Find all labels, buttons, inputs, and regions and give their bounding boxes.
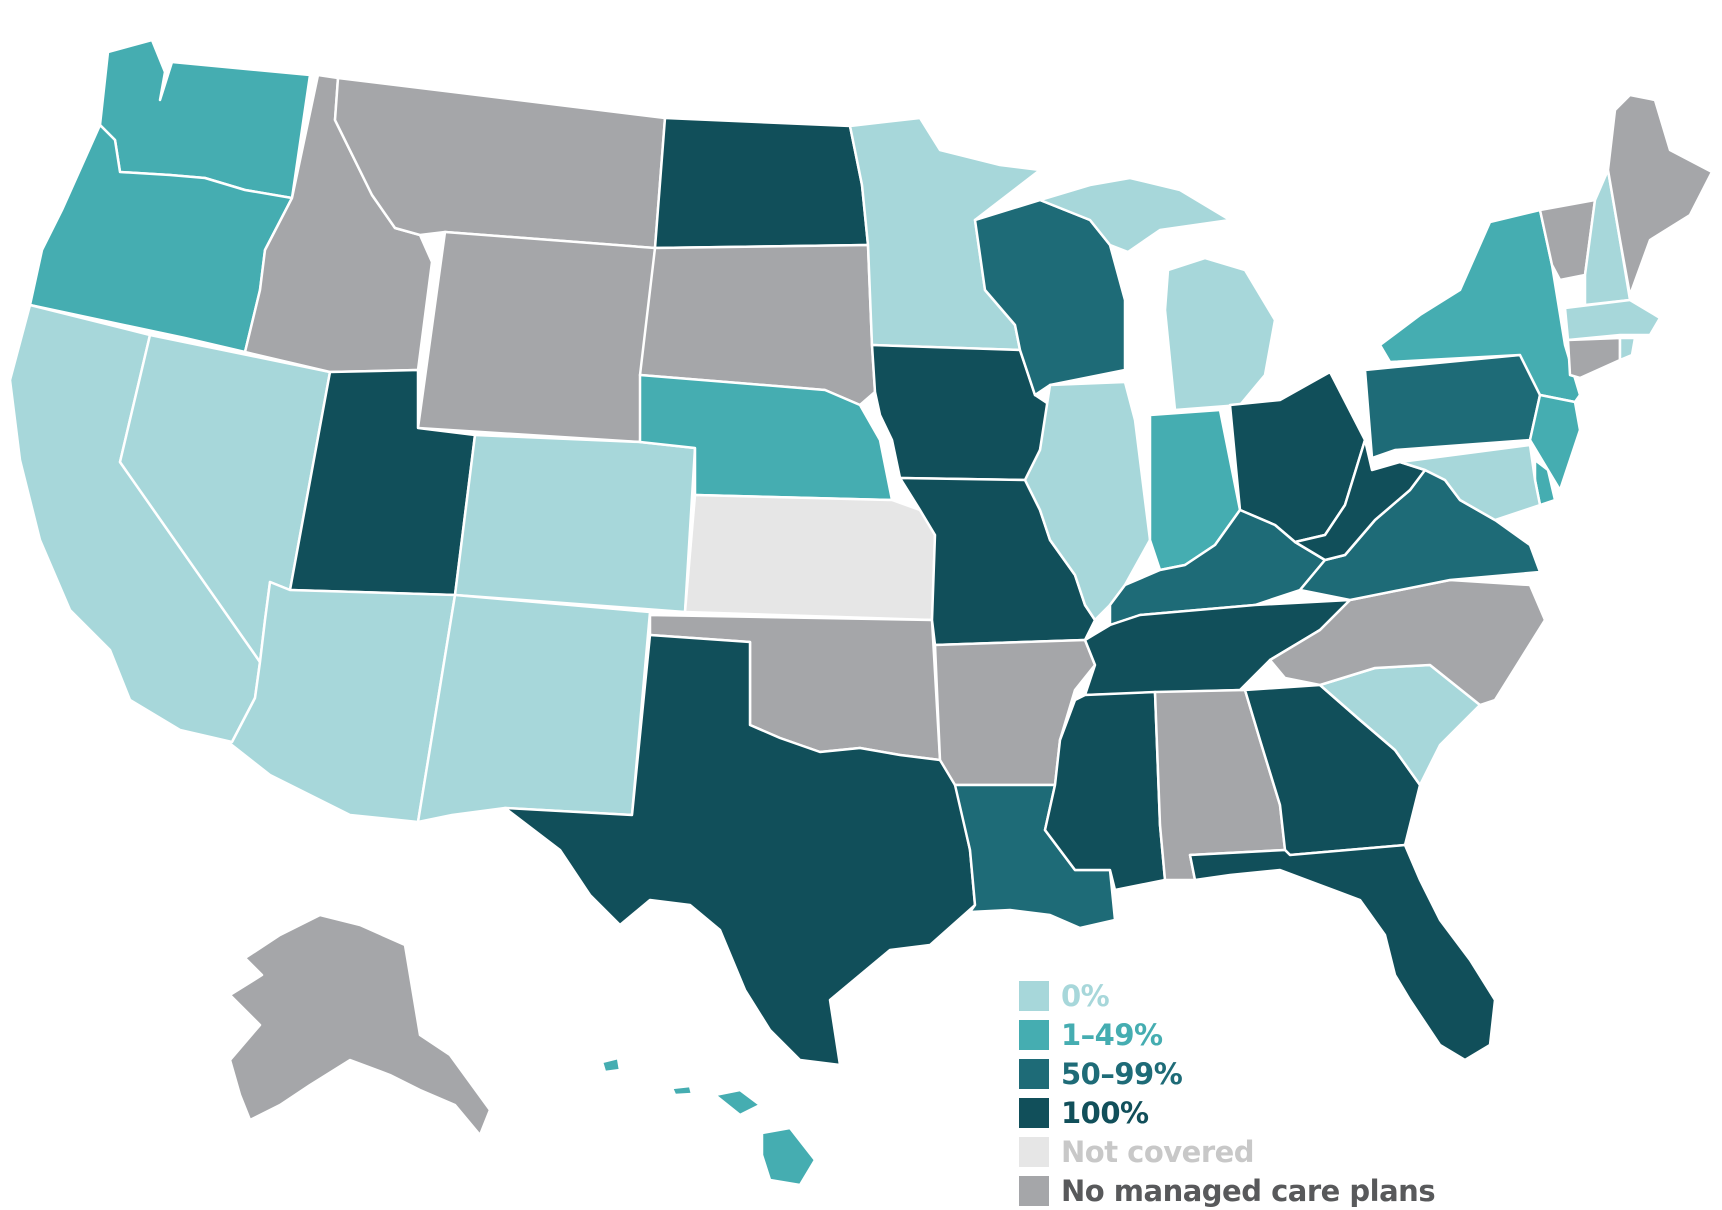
state-ia[interactable] (870, 343, 1052, 482)
legend-item-low: 1–49% (1019, 1015, 1435, 1054)
legend-item-mid: 50–99% (1019, 1054, 1435, 1093)
state-vt[interactable] (1538, 198, 1597, 282)
legend-label-none: No managed care plans (1061, 1173, 1436, 1208)
legend-label-full: 100% (1061, 1095, 1149, 1130)
state-il[interactable] (1023, 380, 1152, 622)
state-ak[interactable] (228, 913, 492, 1137)
legend-label-low: 1–49% (1061, 1017, 1163, 1052)
legend: 0% 1–49% 50–99% 100% Not covered No mana… (1019, 976, 1436, 1210)
state-mi[interactable] (1038, 176, 1277, 412)
state-co[interactable] (453, 433, 697, 614)
state-ct[interactable] (1566, 336, 1622, 380)
state-ks[interactable] (683, 493, 937, 622)
state-md[interactable] (1398, 443, 1542, 522)
legend-swatch-low (1019, 1019, 1049, 1050)
state-nm[interactable] (416, 593, 652, 824)
legend-item-notcov: Not covered (1019, 1132, 1435, 1171)
state-ri[interactable] (1618, 336, 1637, 362)
state-nd[interactable] (653, 116, 870, 250)
legend-swatch-notcov (1019, 1136, 1049, 1167)
legend-swatch-none (1019, 1175, 1049, 1206)
state-nj[interactable] (1528, 393, 1582, 492)
state-fl[interactable] (1188, 843, 1497, 1062)
legend-item-zero: 0% (1019, 976, 1435, 1015)
legend-swatch-full (1019, 1097, 1049, 1128)
state-wv[interactable] (1293, 438, 1427, 562)
legend-swatch-zero (1019, 980, 1049, 1011)
legend-swatch-mid (1019, 1058, 1049, 1089)
state-me[interactable] (1606, 93, 1714, 297)
legend-label-zero: 0% (1061, 978, 1110, 1013)
state-pa[interactable] (1363, 353, 1542, 460)
state-hi[interactable] (600, 1056, 817, 1187)
state-ma[interactable] (1563, 298, 1662, 342)
state-wy[interactable] (416, 230, 657, 444)
legend-label-notcov: Not covered (1061, 1134, 1255, 1169)
state-tx[interactable] (503, 633, 977, 1067)
legend-label-mid: 50–99% (1061, 1056, 1183, 1091)
legend-item-none: No managed care plans (1019, 1171, 1436, 1210)
state-ny[interactable] (1378, 208, 1582, 404)
legend-item-full: 100% (1019, 1093, 1435, 1132)
